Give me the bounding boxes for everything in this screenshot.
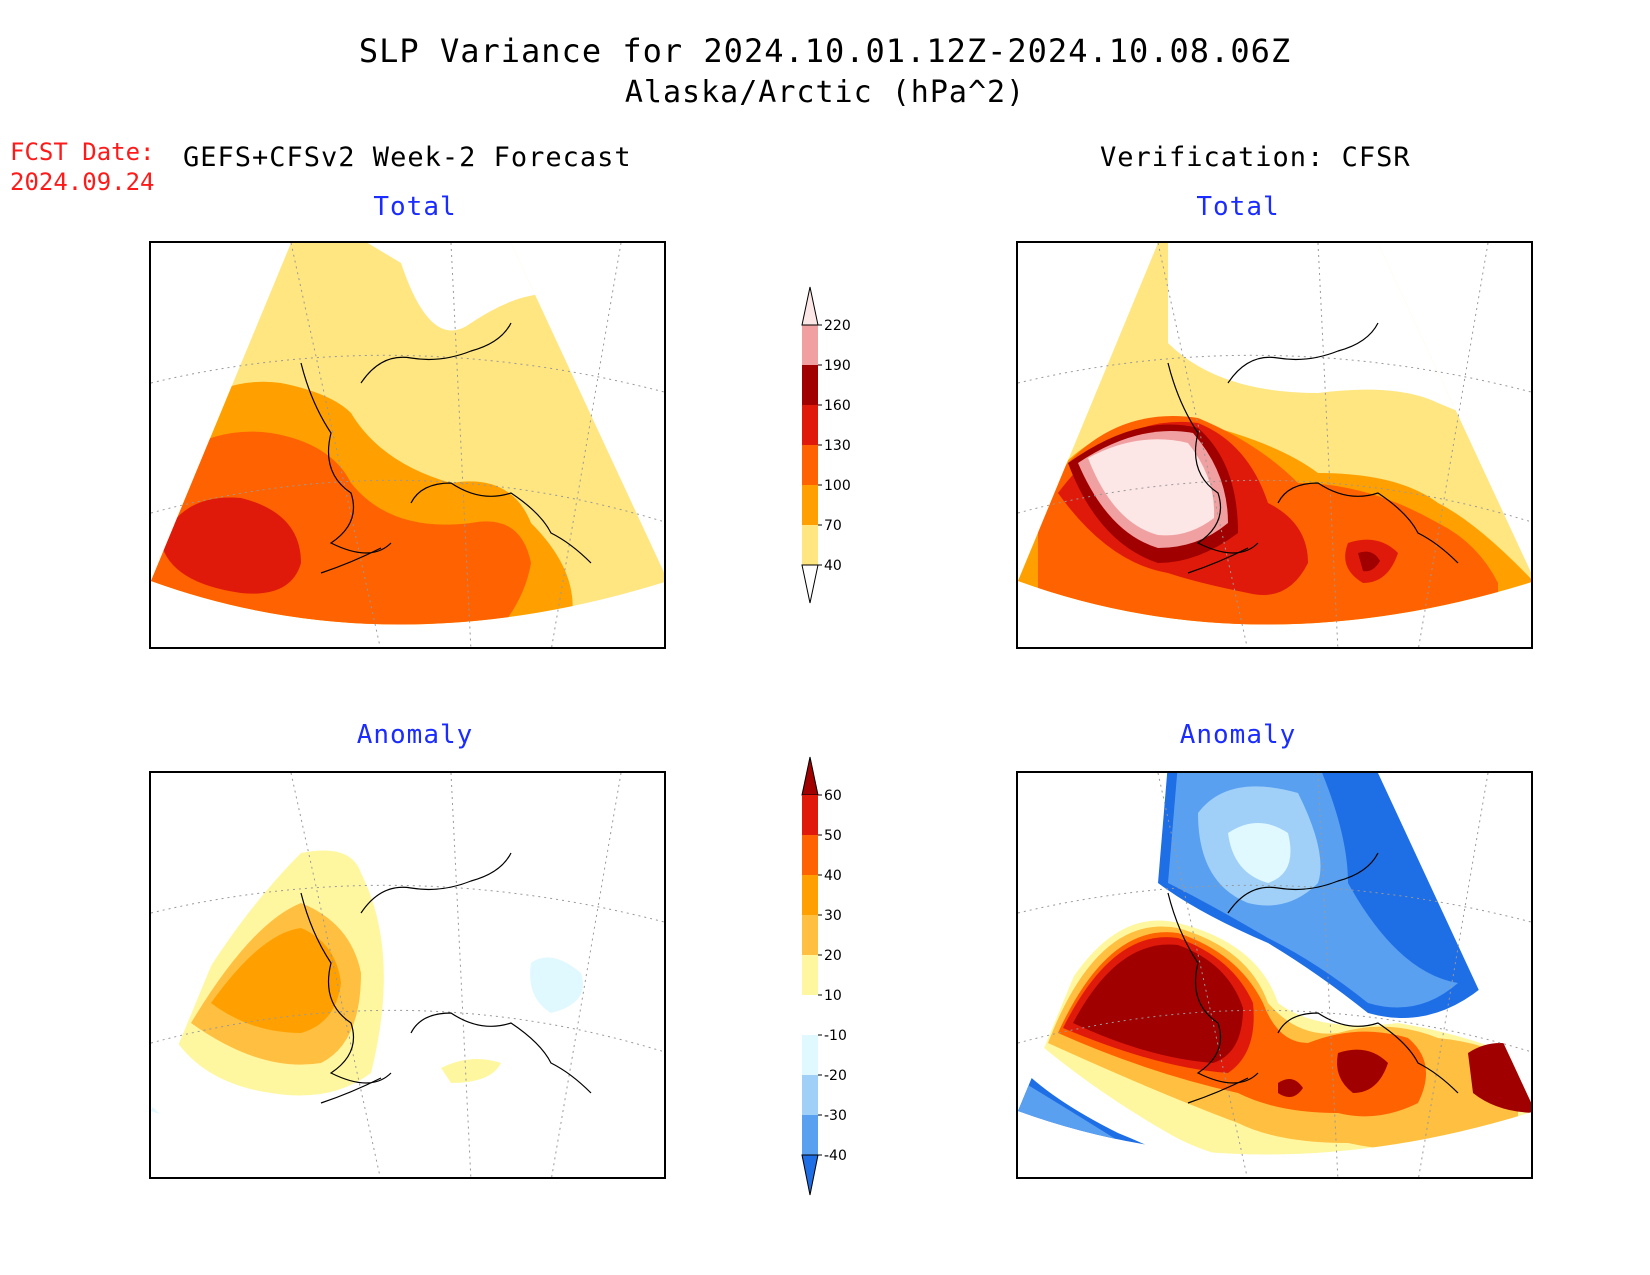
colorbar-swatch xyxy=(802,995,818,1035)
verif-total-title: Total xyxy=(1196,192,1280,222)
verif-total-map xyxy=(1016,241,1533,649)
colorbar-bottom-arrow xyxy=(801,1154,819,1196)
subtitle: Alaska/Arctic (hPa^2) xyxy=(624,75,1026,110)
colorbar-label: -10 xyxy=(824,1028,847,1044)
colorbar-top-arrow xyxy=(801,286,819,326)
colorbar-swatch xyxy=(802,405,818,445)
colorbar-label: 20 xyxy=(824,948,842,964)
verif-anomaly-title: Anomaly xyxy=(1179,720,1297,750)
forecast-total-title: Total xyxy=(373,192,457,222)
colorbar-swatch xyxy=(802,835,818,875)
colorbar-label: 60 xyxy=(824,788,842,804)
colorbar-swatch xyxy=(802,875,818,915)
colorbar-label: 40 xyxy=(824,868,842,884)
colorbar-swatch xyxy=(802,795,818,835)
colorbar-swatch xyxy=(802,325,818,365)
colorbar-label: -20 xyxy=(824,1068,847,1084)
colorbar-label: 50 xyxy=(824,828,842,844)
colorbar-label: 40 xyxy=(824,558,842,574)
colorbar-label: 10 xyxy=(824,988,842,1004)
colorbar-swatch xyxy=(802,915,818,955)
colorbar-swatch xyxy=(802,485,818,525)
colorbar-swatch xyxy=(802,955,818,995)
colorbar-label: 220 xyxy=(824,318,851,334)
colorbar-swatch xyxy=(802,1115,818,1155)
colorbar-swatch xyxy=(802,445,818,485)
colorbar-label: 100 xyxy=(824,478,851,494)
forecast-anomaly-map xyxy=(149,771,666,1179)
colorbar-label: 130 xyxy=(824,438,851,454)
fcst-date-value: 2024.09.24 xyxy=(10,168,155,196)
anomaly-colorbar: 60 50 40 30 20 10 -10 -20 -30 -40 xyxy=(800,755,890,1209)
colorbar-label: -30 xyxy=(824,1108,847,1124)
colorbar-label: 30 xyxy=(824,908,842,924)
colorbar-swatch xyxy=(802,365,818,405)
forecast-total-map xyxy=(149,241,666,649)
colorbar-bottom-arrow xyxy=(801,564,819,604)
forecast-column-header: GEFS+CFSv2 Week-2 Forecast xyxy=(183,142,632,173)
colorbar-label: 190 xyxy=(824,358,851,374)
colorbar-top-arrow xyxy=(801,756,819,796)
colorbar-swatch xyxy=(802,1035,818,1075)
colorbar-label: 160 xyxy=(824,398,851,414)
forecast-anomaly-title: Anomaly xyxy=(356,720,474,750)
colorbar-label: -40 xyxy=(824,1148,847,1164)
colorbar-swatch xyxy=(802,525,818,565)
colorbar-label: 70 xyxy=(824,518,842,534)
total-colorbar: 220 190 160 130 100 70 40 xyxy=(800,285,890,619)
colorbar-swatch xyxy=(802,1075,818,1115)
main-title: SLP Variance for 2024.10.01.12Z-2024.10.… xyxy=(358,32,1292,70)
fcst-date-label: FCST Date: xyxy=(10,138,155,166)
verification-column-header: Verification: CFSR xyxy=(1100,142,1411,173)
verif-anomaly-map xyxy=(1016,771,1533,1179)
